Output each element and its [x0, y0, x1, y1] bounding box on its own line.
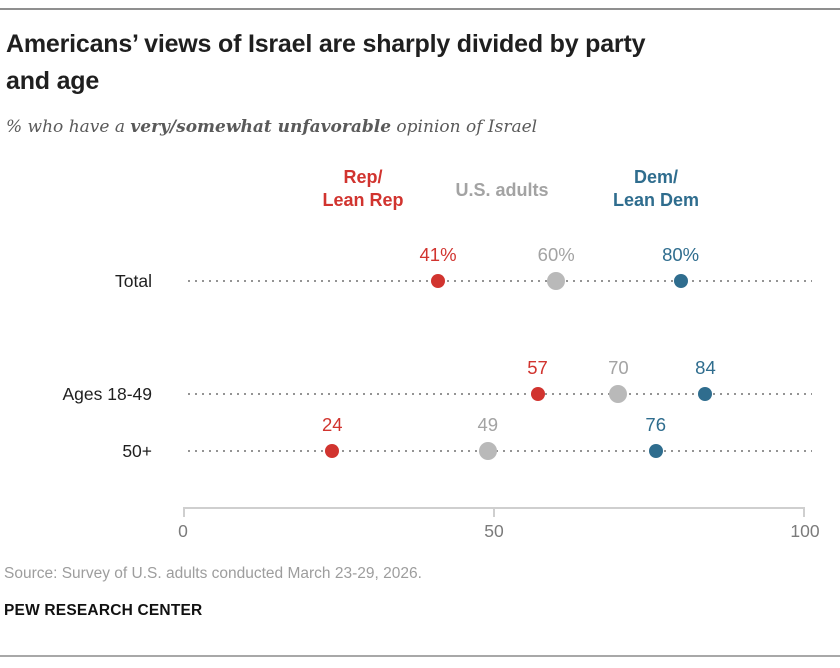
value-label-rep-lean-rep-ages-18-49: 57: [527, 357, 548, 378]
dot-dem-lean-dem-total: [673, 274, 688, 288]
value-label-rep-lean-rep-50: 24: [321, 414, 343, 435]
value-label-dem-lean-dem-50: 76: [645, 414, 666, 435]
chart-title: Americans’ views of Israel are sharply d…: [6, 26, 832, 100]
source-note: Source: Survey of U.S. adults conducted …: [4, 565, 422, 582]
dotted-leader-total: [188, 280, 812, 282]
legend-line: Rep/: [343, 167, 383, 187]
dot-rep-lean-rep-total: [431, 274, 446, 288]
legend-line: Dem/: [633, 167, 678, 187]
top-divider: [0, 8, 840, 10]
dotted-leader-50: [188, 450, 812, 452]
legend-u-s-adults: U.S. adults: [422, 179, 582, 202]
subtitle-prefix: % who have a: [6, 117, 131, 137]
legend-dem-lean-dem: Dem/Lean Dem: [576, 166, 736, 212]
legend-line: U.S. adults: [455, 180, 549, 200]
legend-rep-lean-rep: Rep/Lean Rep: [283, 166, 443, 212]
row-label-ages-18-49: Ages 18-49: [62, 384, 152, 404]
x-axis-line: [183, 507, 805, 518]
x-axis-tick-label-100: 100: [790, 521, 820, 541]
value-label-rep-lean-rep-total: 41%: [419, 244, 457, 265]
x-axis-tick-label-50: 50: [484, 521, 504, 541]
value-label-dem-lean-dem-total: 80%: [662, 244, 700, 265]
row-label-50: 50+: [122, 441, 152, 461]
subtitle-emphasis: very/somewhat unfavorable: [130, 117, 392, 137]
title-line-1: Americans’ views of Israel are sharply d…: [6, 30, 646, 58]
value-label-u-s-adults-ages-18-49: 70: [608, 357, 629, 378]
brand-footer: PEW RESEARCH CENTER: [4, 602, 203, 619]
dot-u-s-adults-50: [478, 442, 497, 460]
dot-dem-lean-dem-50: [648, 444, 663, 458]
legend-line: Lean Rep: [322, 190, 404, 210]
dot-rep-lean-rep-ages-18-49: [530, 387, 545, 401]
legend-line: Lean Dem: [612, 190, 700, 210]
dot-u-s-adults-total: [547, 272, 566, 290]
subtitle-suffix: opinion of Israel: [391, 117, 538, 137]
x-axis-tick-50: [493, 509, 495, 517]
value-label-u-s-adults-total: 60%: [537, 244, 575, 265]
chart-subtitle: % who have a very/somewhat unfavorable o…: [6, 117, 806, 137]
dotted-leader-ages-18-49: [188, 393, 812, 395]
dot-rep-lean-rep-50: [325, 444, 340, 458]
x-axis-tick-0: [183, 509, 185, 517]
x-axis-tick-label-0: 0: [178, 521, 188, 541]
title-line-2: and age: [6, 67, 100, 95]
value-label-u-s-adults-50: 49: [477, 414, 499, 435]
dot-u-s-adults-ages-18-49: [609, 385, 628, 403]
value-label-dem-lean-dem-ages-18-49: 84: [695, 357, 716, 378]
bottom-divider: [0, 655, 840, 657]
x-axis-tick-100: [803, 509, 805, 517]
dot-dem-lean-dem-ages-18-49: [698, 387, 713, 401]
row-label-total: Total: [115, 271, 152, 291]
